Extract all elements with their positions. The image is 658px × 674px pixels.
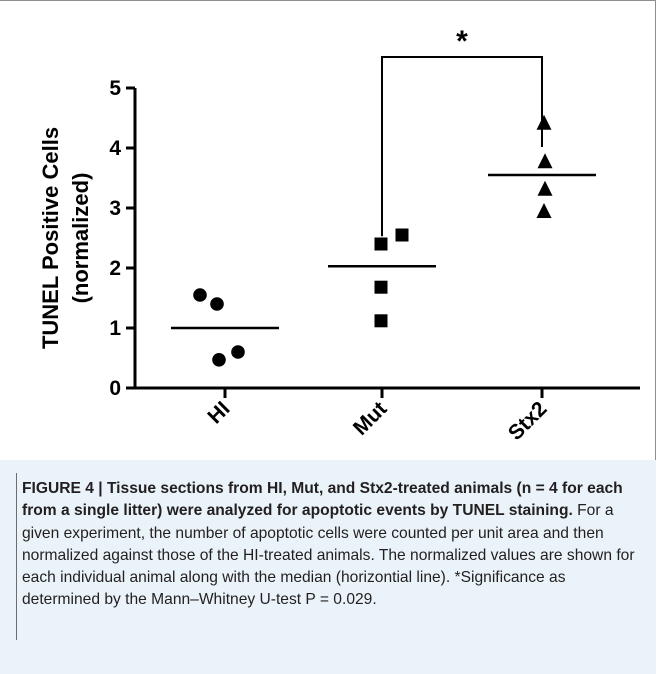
data-point-circle xyxy=(210,297,224,311)
y-tick-label: 0 xyxy=(109,377,121,400)
data-point-circle xyxy=(231,345,245,359)
data-point-triangle xyxy=(536,114,552,130)
y-tick-label: 1 xyxy=(109,317,121,340)
significance-bracket xyxy=(381,56,543,237)
data-point-triangle xyxy=(537,153,553,169)
caption-panel xyxy=(0,460,656,674)
data-point-square xyxy=(374,280,388,294)
y-tick-label: 4 xyxy=(109,137,121,160)
caption-lead: FIGURE 4 | Tissue sections from HI, Mut,… xyxy=(22,480,623,520)
data-point-circle xyxy=(193,288,207,302)
data-point-square xyxy=(374,314,388,328)
chart-marks: * xyxy=(171,25,596,367)
data-point-triangle xyxy=(537,180,553,196)
figure-caption: FIGURE 4 | Tissue sections from HI, Mut,… xyxy=(22,478,640,612)
y-axis-label: TUNEL Positive Cells xyxy=(38,127,63,349)
y-tick-label: 3 xyxy=(109,197,121,220)
chart-axes: 0 1 2 3 4 5 HI Mut Stx2 xyxy=(109,77,640,445)
data-point-circle xyxy=(212,353,226,367)
data-point-triangle xyxy=(536,203,552,218)
x-tick-label: Mut xyxy=(349,397,392,440)
significance-annotation: * xyxy=(456,25,468,58)
chart-panel: 0 1 2 3 4 5 HI Mut Stx2 * TUNEL Positive Cells (… xyxy=(38,25,640,445)
scatter-chart: 0 1 2 3 4 5 HI Mut Stx2 * TUNEL Positive Cells (… xyxy=(38,25,640,445)
data-point-square xyxy=(395,228,409,242)
x-tick-label: Stx2 xyxy=(504,397,552,445)
y-tick-label: 5 xyxy=(109,77,121,100)
caption-divider xyxy=(16,473,17,640)
caption-body: For a given experiment, the number of ap… xyxy=(22,502,635,609)
data-point-square xyxy=(374,237,388,251)
y-axis-label-sub: (normalized) xyxy=(68,173,93,304)
y-tick-label: 2 xyxy=(109,257,121,280)
x-tick-label: HI xyxy=(203,397,234,428)
